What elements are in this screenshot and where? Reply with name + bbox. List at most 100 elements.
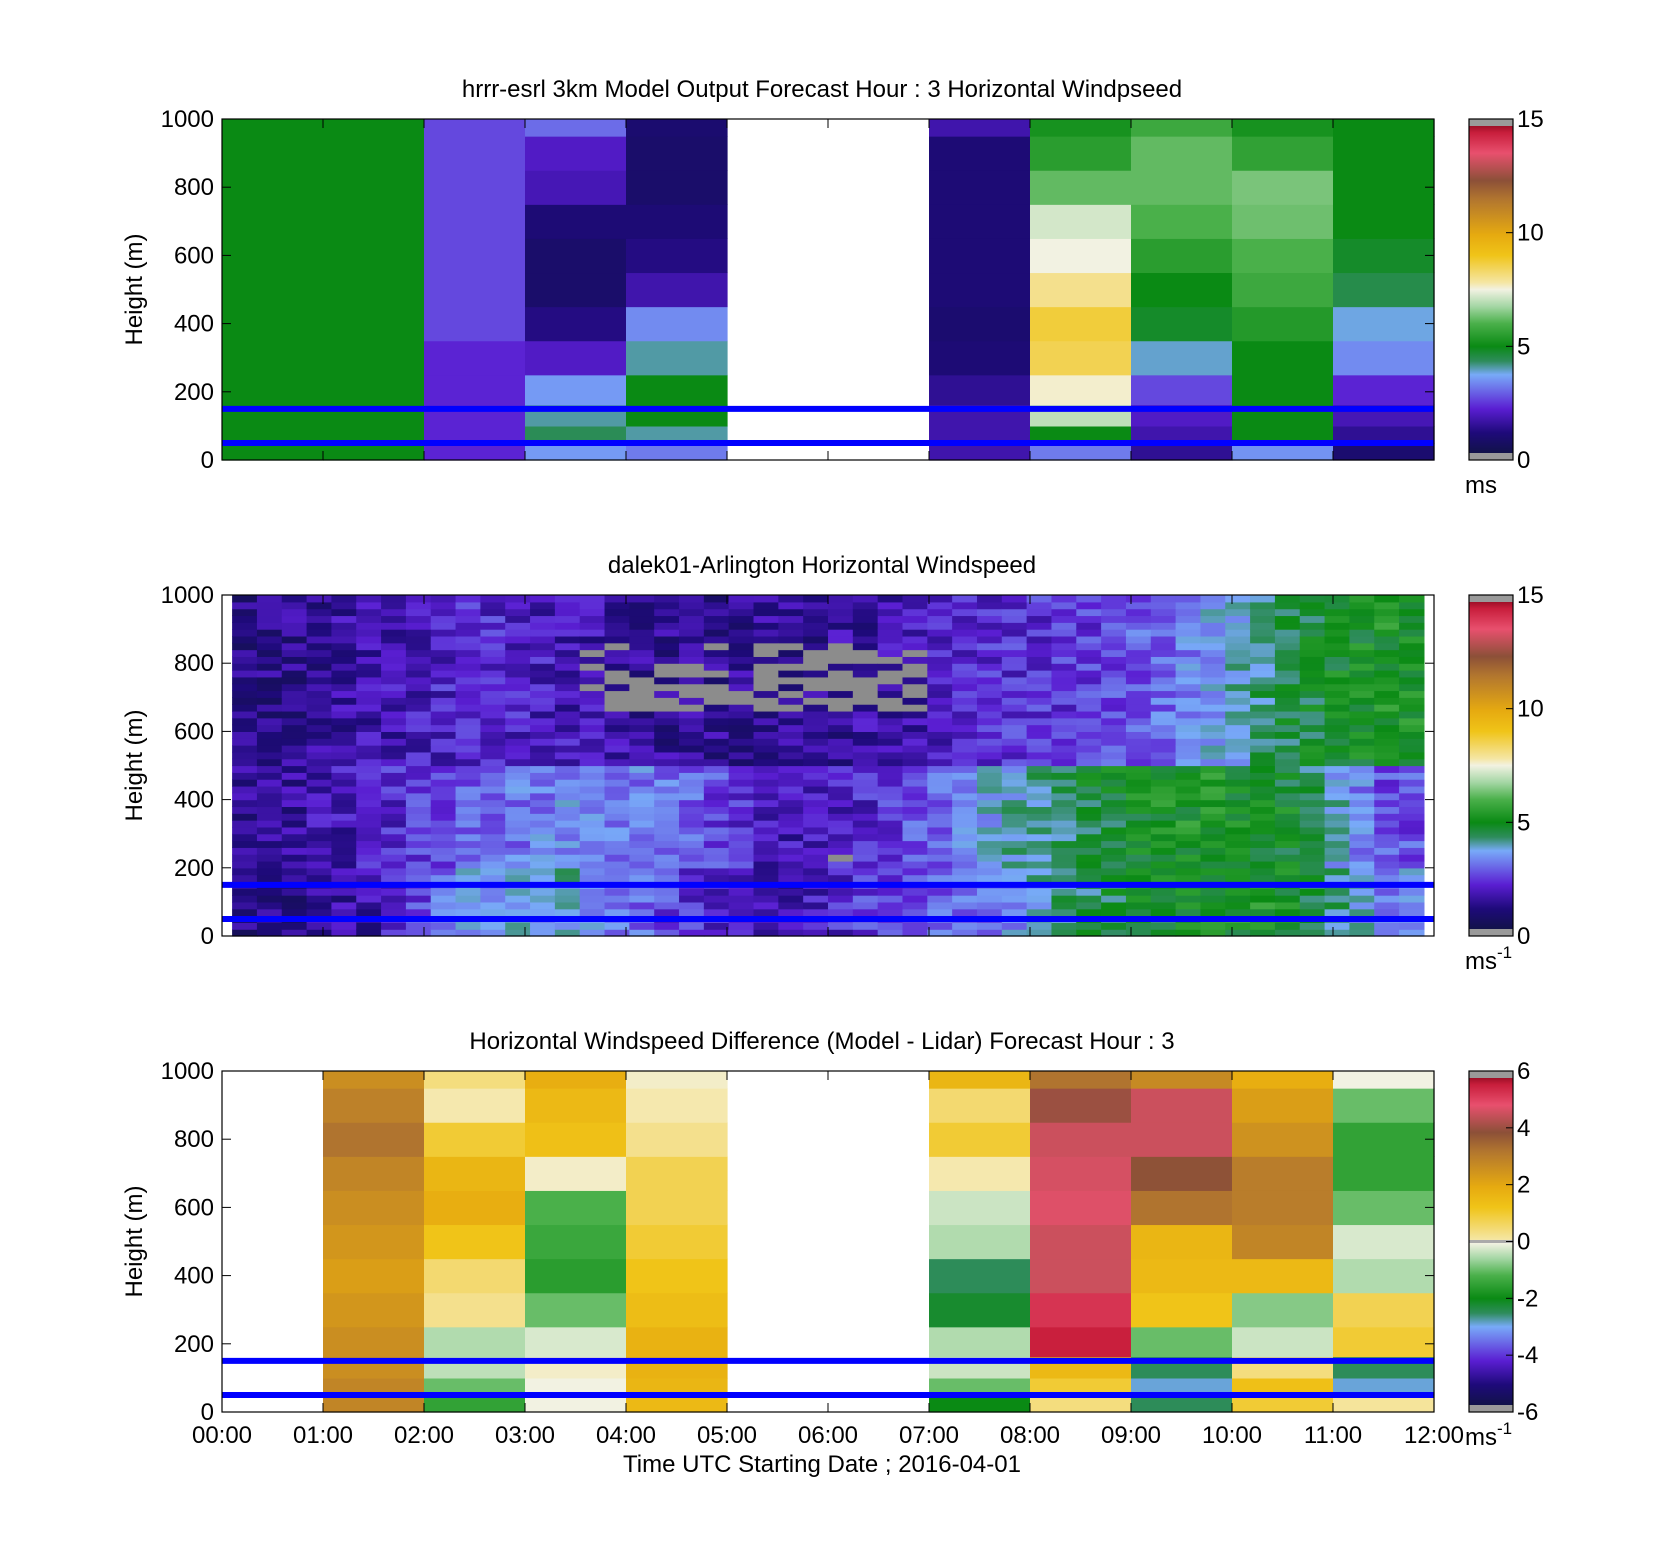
heatmap-cell (753, 656, 779, 664)
y-axis-label: Height (m) (121, 1185, 148, 1297)
heatmap-cell (1225, 806, 1251, 814)
heatmap-cell (331, 772, 357, 780)
heatmap-cell (828, 908, 854, 917)
heatmap-cell (1274, 888, 1301, 896)
heatmap-cell (505, 820, 531, 828)
heatmap-cell (728, 745, 755, 753)
heatmap-cell (1175, 635, 1202, 644)
heatmap-cell (753, 751, 779, 760)
heatmap-cell (1225, 785, 1251, 794)
heatmap-cell (604, 901, 630, 910)
heatmap-cell (430, 751, 457, 760)
heatmap-cell (604, 690, 630, 698)
heatmap-cell (1250, 690, 1276, 698)
heatmap-cell (629, 765, 655, 773)
heatmap-cell (281, 710, 308, 719)
heatmap-cell (728, 697, 755, 705)
heatmap-cell (579, 676, 606, 685)
heatmap-cell (1175, 601, 1202, 610)
heatmap-cell (654, 799, 680, 808)
heatmap-cell (1175, 799, 1202, 808)
heatmap-cell (480, 813, 506, 821)
heatmap-cell (579, 717, 606, 726)
heatmap-cell (1150, 826, 1177, 835)
heatmap-cell (1232, 306, 1334, 342)
y-tick-label: 400 (174, 1263, 214, 1290)
heatmap-cell (728, 656, 755, 664)
heatmap-cell (1051, 683, 1077, 692)
heatmap-cell (331, 738, 357, 746)
heatmap-cell (505, 635, 531, 644)
heatmap-cell (679, 738, 705, 746)
x-axis-ticks: 00:00 01:00 02:00 03:00 04:00 05:00 06:00 07:00… (192, 1071, 1464, 1449)
heatmap-cell (654, 806, 680, 814)
heatmap-cell (852, 779, 879, 787)
heatmap-cell (952, 792, 978, 801)
heatmap-cell (256, 779, 283, 787)
heatmap-cell (525, 204, 627, 239)
heatmap-cell (1225, 799, 1251, 808)
heatmap-cell (728, 724, 755, 732)
heatmap-cell (1399, 676, 1425, 685)
heatmap-cell (480, 710, 506, 719)
heatmap-cell (852, 731, 879, 739)
heatmap-cell (1101, 663, 1127, 671)
heatmap-cell (604, 820, 630, 828)
heatmap-cell (381, 670, 407, 678)
heatmap-cell (1001, 608, 1028, 617)
heatmap-cell (929, 272, 1031, 308)
heatmap-cell (1150, 745, 1177, 753)
heatmap-cell (654, 785, 680, 794)
heatmap-cell (1101, 901, 1127, 910)
heatmap-cell (927, 867, 953, 876)
heatmap-cell (256, 813, 283, 821)
heatmap-cell (306, 888, 333, 896)
heatmap-cell (281, 738, 308, 746)
heatmap-cell (579, 738, 606, 746)
heatmap-cell (902, 806, 928, 814)
heatmap-cell (852, 649, 879, 657)
heatmap-cell (902, 874, 928, 883)
heatmap-cell (430, 840, 457, 848)
heatmap-cell (679, 847, 705, 855)
heatmap-cell (1125, 738, 1152, 746)
heatmap-cell (1131, 204, 1233, 239)
heatmap-cell (1374, 758, 1400, 767)
heatmap-cell (629, 676, 655, 685)
heatmap-cell (232, 649, 258, 657)
heatmap-cell (654, 710, 680, 719)
heatmap-cell (381, 704, 407, 712)
heatmap-cell (505, 772, 531, 780)
heatmap-cell (1125, 704, 1152, 712)
heatmap-cell (629, 895, 655, 903)
heatmap-cell (1125, 724, 1152, 732)
heatmap-cell (331, 663, 357, 671)
heatmap-cell (331, 629, 357, 637)
heatmap-cell (1299, 833, 1326, 842)
heatmap-cell (1200, 676, 1226, 685)
heatmap-cell (356, 799, 382, 808)
heatmap-cell (604, 758, 630, 767)
heatmap-cell (877, 929, 904, 937)
heatmap-cell (828, 854, 854, 862)
heatmap-cell (405, 895, 432, 903)
heatmap-cell (530, 813, 556, 821)
heatmap-cell (455, 629, 481, 637)
heatmap-cell (1250, 806, 1276, 814)
heatmap-cell (753, 615, 779, 623)
heatmap-cell (232, 670, 258, 678)
heatmap-cell (1274, 840, 1301, 848)
heatmap-cell (579, 799, 606, 808)
heatmap-cell (1349, 860, 1375, 869)
heatmap-cell (753, 724, 779, 732)
heatmap-cell (505, 601, 531, 610)
heatmap-cell (1051, 608, 1077, 617)
heatmap-cell (753, 779, 779, 787)
heatmap-cell (1299, 847, 1326, 855)
heatmap-cell (1274, 595, 1301, 603)
heatmap-cell (1125, 751, 1152, 760)
heatmap-cell (1374, 724, 1400, 732)
heatmap-cell (306, 792, 333, 801)
heatmap-cell (703, 860, 730, 869)
heatmap-cell (579, 595, 606, 603)
